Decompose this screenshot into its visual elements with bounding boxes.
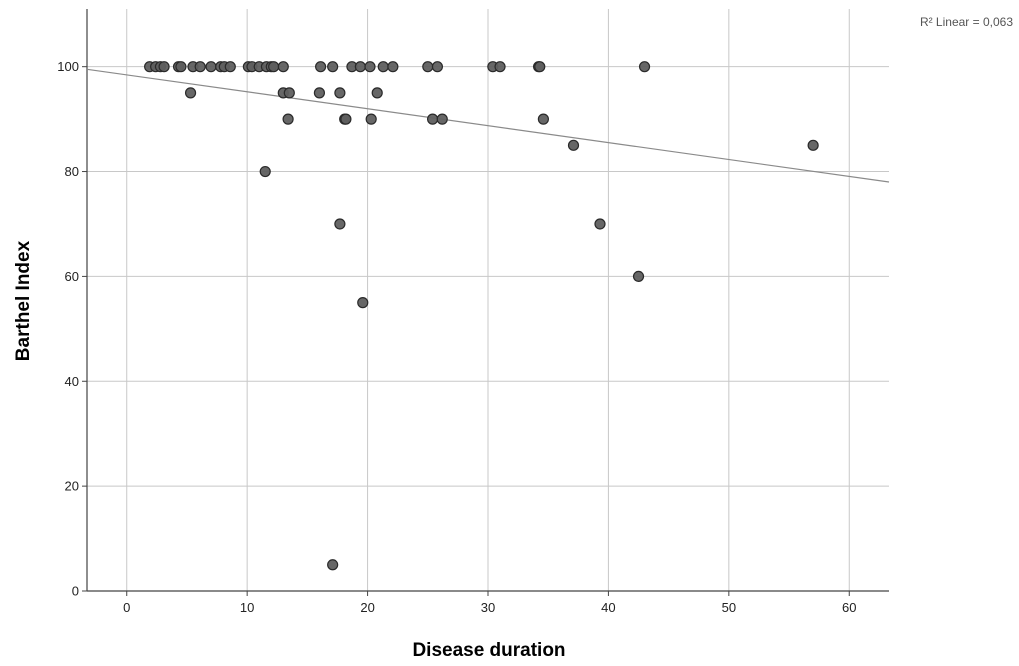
data-point [594, 218, 606, 230]
data-point [334, 218, 346, 230]
data-point [259, 165, 271, 178]
data-point [632, 270, 645, 283]
data-point [387, 61, 399, 73]
data-point [175, 61, 187, 73]
data-point [377, 61, 389, 73]
data-point [371, 87, 383, 99]
y-tick-label: 0 [72, 584, 79, 599]
x-axis-title: Disease duration [412, 640, 565, 661]
data-point [313, 87, 326, 99]
x-tick-label: 30 [481, 600, 495, 615]
data-point [638, 61, 651, 73]
data-point [282, 113, 294, 125]
r-squared-annotation: R² Linear = 0,063 [920, 15, 1013, 29]
y-tick-label: 60 [65, 269, 79, 284]
x-tick-label: 40 [601, 600, 615, 615]
x-tick-label: 20 [360, 600, 374, 615]
x-axis-ticks: 0 10 20 30 40 50 60 [123, 591, 856, 615]
data-point [534, 61, 546, 73]
y-tick-label: 100 [57, 59, 79, 74]
data-point [283, 87, 295, 99]
data-point [224, 61, 236, 73]
data-points [144, 61, 819, 571]
vertical-gridlines [126, 9, 850, 591]
data-point [340, 113, 352, 125]
linear-fit-line [86, 68, 890, 183]
y-tick-label: 20 [65, 479, 79, 494]
data-point [327, 559, 339, 571]
data-point [158, 61, 170, 73]
x-tick-label: 50 [722, 600, 736, 615]
y-tick-label: 40 [65, 374, 79, 389]
x-tick-label: 60 [842, 600, 856, 615]
y-axis-ticks: 0 20 40 60 80 100 [57, 59, 87, 599]
data-point [567, 139, 580, 151]
data-point [365, 113, 377, 125]
data-point [364, 61, 376, 73]
data-point [268, 61, 280, 73]
y-tick-label: 80 [65, 164, 79, 179]
x-tick-label: 10 [240, 600, 254, 615]
data-point [277, 61, 289, 73]
data-point [205, 61, 217, 73]
data-point [431, 61, 444, 73]
data-point [327, 61, 339, 73]
data-point [184, 87, 197, 99]
data-point [537, 113, 549, 125]
data-point [427, 113, 439, 125]
data-point [436, 113, 448, 125]
data-point [807, 139, 819, 151]
data-point [422, 61, 434, 73]
data-point [334, 87, 346, 99]
data-point [354, 61, 366, 73]
y-axis-title: Barthel Index [13, 240, 34, 361]
x-tick-label: 0 [123, 600, 130, 615]
data-point [315, 61, 327, 73]
data-point [357, 297, 369, 309]
data-point [194, 61, 206, 73]
data-point [494, 61, 506, 73]
